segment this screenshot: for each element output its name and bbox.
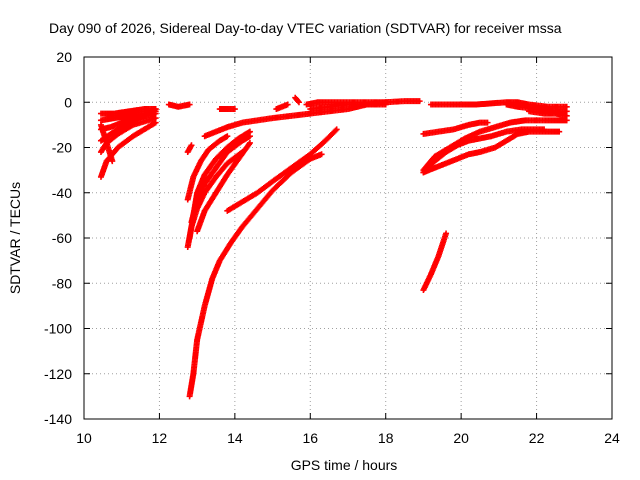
y-tick-label: 20 — [56, 49, 72, 65]
x-tick-label: 22 — [529, 430, 545, 446]
data-point — [484, 119, 491, 126]
y-tick-labels: 20 0 -20 -40 -60 -80 -100 -120 -140 — [44, 49, 72, 427]
series-arc23 — [307, 99, 389, 113]
series-arc9 — [184, 142, 195, 156]
data-point — [318, 151, 325, 158]
x-tick-label: 14 — [227, 430, 243, 446]
y-tick-label: -100 — [44, 321, 72, 337]
data-point — [382, 99, 389, 106]
y-axis-label: SDTVAR / TECUs — [7, 182, 23, 294]
data-point — [556, 128, 563, 135]
data-point — [224, 133, 231, 140]
data-point — [109, 158, 116, 165]
series-arc21 — [292, 94, 302, 106]
data-point — [541, 126, 548, 133]
series-arc13 — [184, 149, 246, 251]
y-tick-label: -120 — [44, 366, 72, 382]
x-tick-label: 10 — [76, 430, 92, 446]
data-point — [416, 98, 423, 105]
data-point — [295, 99, 302, 106]
data-point — [152, 119, 159, 126]
x-tick-label: 24 — [604, 430, 620, 446]
data-point — [332, 127, 339, 134]
chart-title: Day 090 of 2026, Sidereal Day-to-day VTE… — [49, 20, 562, 36]
data-point — [563, 117, 570, 124]
series-arc27 — [420, 119, 491, 137]
series-arc18 — [216, 106, 238, 113]
data-point — [186, 101, 193, 108]
data-point — [333, 126, 340, 133]
series-arc16 — [224, 126, 340, 214]
data-point — [443, 230, 450, 237]
series-arc31 — [420, 230, 450, 294]
series-arc26 — [526, 108, 570, 119]
plot-frame — [83, 56, 613, 420]
series-arc7 — [97, 121, 116, 165]
data-point — [295, 98, 302, 105]
series-arc11 — [184, 133, 231, 203]
series-arc14 — [194, 139, 253, 235]
series-arc25 — [503, 101, 570, 115]
y-tick-label: 0 — [64, 94, 72, 110]
y-tick-label: -20 — [52, 140, 72, 156]
data-point — [231, 106, 238, 113]
x-axis-label: GPS time / hours — [291, 457, 398, 473]
y-tick-label: -140 — [44, 411, 72, 427]
data-point — [188, 142, 195, 149]
data-point — [152, 106, 159, 113]
x-tick-label: 12 — [152, 430, 168, 446]
y-tick-label: -40 — [52, 185, 72, 201]
x-tick-label: 20 — [453, 430, 469, 446]
x-tick-label: 18 — [378, 430, 394, 446]
data-point — [284, 101, 291, 108]
data-point — [246, 133, 253, 140]
series-arc17 — [201, 124, 231, 140]
series-arc15 — [186, 151, 325, 400]
x-tick-label: 16 — [302, 430, 318, 446]
series-arc30 — [420, 117, 570, 174]
series-arc8 — [165, 101, 193, 110]
x-tick-labels: 10 12 14 16 18 20 22 24 — [76, 430, 620, 446]
data-point — [246, 139, 253, 146]
y-tick-label: -60 — [52, 230, 72, 246]
y-tick-label: -80 — [52, 275, 72, 291]
data-series — [97, 94, 570, 400]
series-arc20 — [273, 101, 291, 113]
series-arc5 — [97, 115, 159, 156]
